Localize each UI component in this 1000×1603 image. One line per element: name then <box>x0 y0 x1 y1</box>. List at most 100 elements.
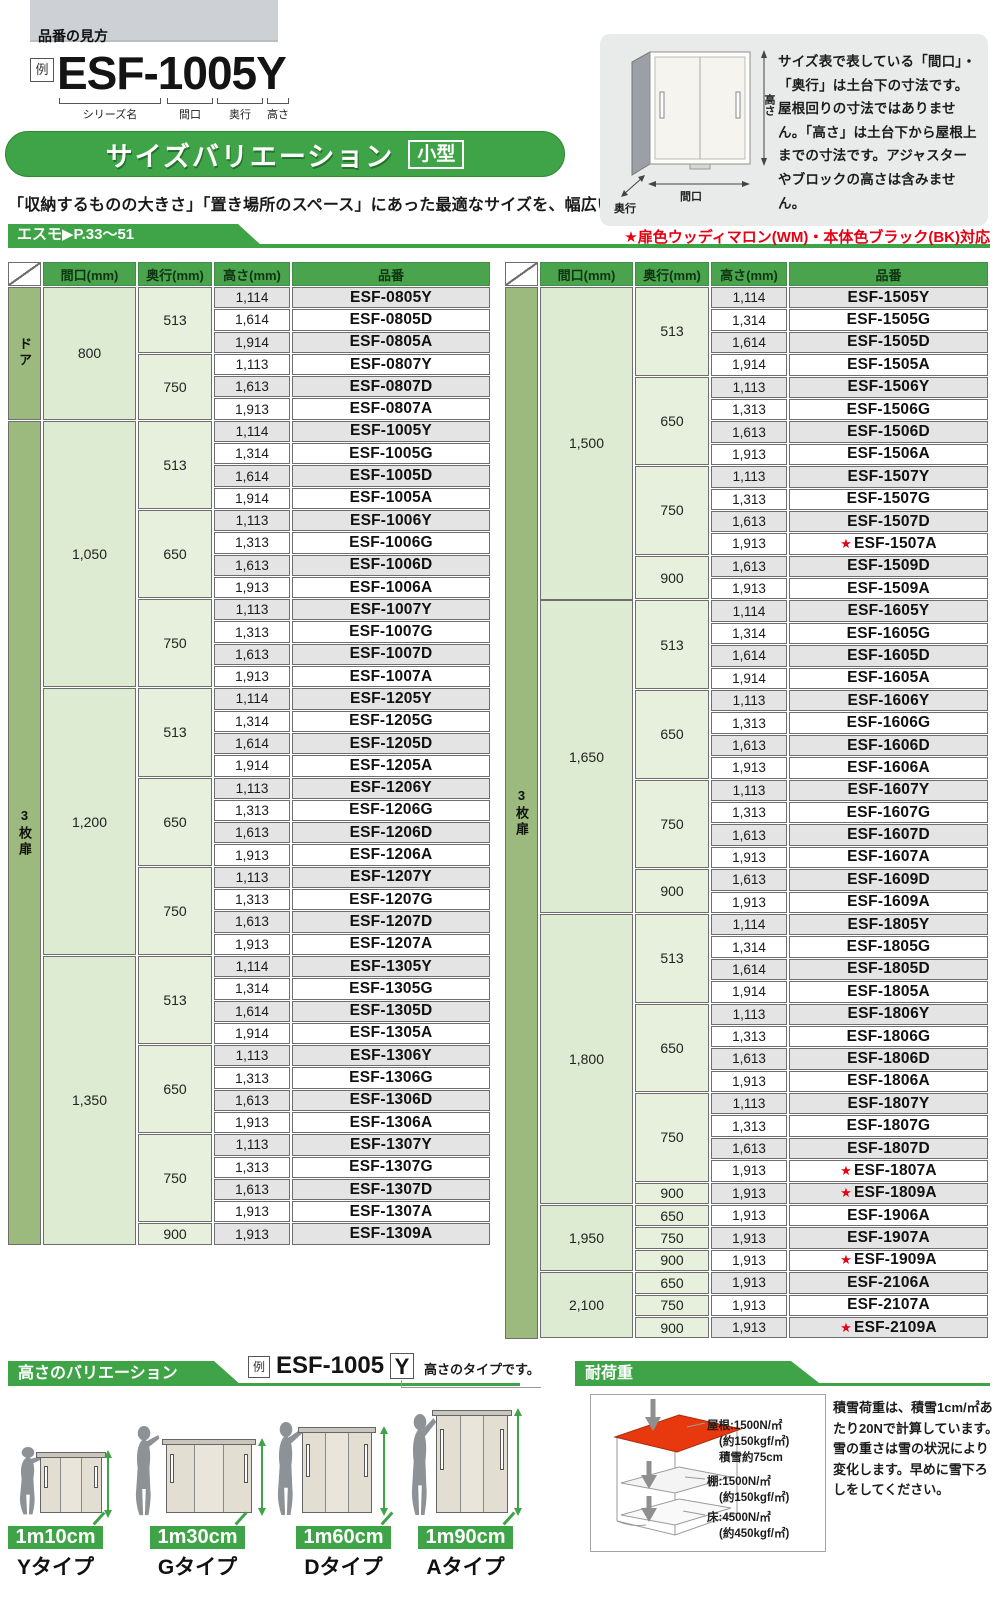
height-arrow-icon <box>380 1426 388 1516</box>
table-row: 1,614 ESF-1505D <box>711 331 988 354</box>
group-column: 1,500 513 1,114 ESF-1505Y 1,314 ESF-1505G 1,61… <box>540 287 988 1339</box>
width-group: 2,100 650 1,913 ESF-2106A 750 1,913 ESF-2107A 9… <box>540 1272 988 1339</box>
depth-block: 650 1,113 ESF-1306Y 1,313 ESF-1306G 1,613 ESF-… <box>138 1045 490 1134</box>
row-column: 1,913 ★ ESF-1909A <box>711 1249 988 1272</box>
shed-drawing-icon <box>621 50 767 197</box>
table-row: 1,314 ESF-1305G <box>214 978 490 1000</box>
height-cell: 1,913 <box>711 757 787 779</box>
depth-column: 650 1,913 ESF-2106A 750 1,913 ESF-2107A 900 1,9… <box>635 1272 988 1339</box>
example-product-code: ESF-1005Y <box>57 47 287 99</box>
height-part-label: 高さ <box>267 109 289 121</box>
height-cell: 1,114 <box>214 287 290 309</box>
product-code-cell: ESF-1005G <box>292 443 490 465</box>
product-code-cell: ESF-1906A <box>789 1205 988 1227</box>
table-row: 1,113 ESF-1606Y <box>711 690 988 712</box>
table-row: 1,314 ESF-1805G <box>711 936 988 958</box>
product-code-cell: ESF-1805G <box>789 936 988 958</box>
product-code-cell: ESF-1007A <box>292 666 490 688</box>
height-variation-underline <box>8 1383 520 1386</box>
shed-g-type <box>162 1439 256 1513</box>
table-row: 1,113 ESF-1206Y <box>214 777 490 799</box>
product-code-cell: ESF-1606D <box>789 734 988 757</box>
height-cell: 1,613 <box>214 911 290 933</box>
depth-column: 650 1,913 ESF-1906A 750 1,913 ESF-1907A 900 1,9… <box>635 1205 988 1272</box>
table-row: 1,614 ESF-1005D <box>214 465 490 487</box>
product-code-cell: ESF-1306G <box>292 1067 490 1089</box>
depth-cell: 513 <box>138 955 212 1045</box>
snow-load-note: 積雪荷重は、積雪1cm/㎡あたり20Nで計算しています。雪の重さは雪の状況により… <box>833 1400 999 1497</box>
depth-cell: 900 <box>138 1223 212 1245</box>
table-row: 1,113 ESF-1806Y <box>711 1003 988 1025</box>
table-row: 1,313 ESF-1007G <box>214 621 490 643</box>
product-code-cell: ESF-2107A <box>789 1294 988 1316</box>
width-cell: 2,100 <box>540 1272 633 1339</box>
table-row: 1,113 ESF-1306Y <box>214 1045 490 1067</box>
product-code-cell: ESF-1806G <box>789 1025 988 1048</box>
height-cell: 1,913 <box>214 1201 290 1223</box>
product-code-cell: ESF-1807G <box>789 1115 988 1137</box>
table-row: 1,114 ESF-1205Y <box>214 688 490 710</box>
row-column: 1,913 ESF-2106A <box>711 1272 988 1294</box>
size-table-small-right: 間口(mm) 奥行(mm) 高さ(mm) 品番 3枚扉 1,500 513 1,114 ESF-… <box>505 262 988 1340</box>
height-cell: 1,314 <box>214 443 290 465</box>
height-tag-d: 1m60cm <box>296 1526 391 1549</box>
dimension-note-text: サイズ表で表している「間口」・「奥行」は土台下の寸法です。屋根回りの寸法ではあり… <box>778 54 977 211</box>
row-column: 1,113 ESF-0807Y 1,613 ESF-0807D 1,913 ESF-080… <box>214 353 490 421</box>
height-cell: 1,913 <box>711 443 787 466</box>
width-cell: 1,350 <box>43 955 136 1245</box>
height-cell: 1,613 <box>711 510 787 533</box>
height-cell: 1,313 <box>214 889 290 911</box>
floor-load-label: 床:4500N/㎡ <box>707 1512 771 1524</box>
table-row: 1,314 ESF-1205G <box>214 710 490 732</box>
table-row: 1,313 ESF-1606G <box>711 712 988 734</box>
table-row: 1,913 ESF-1509A <box>711 578 988 600</box>
table-row: 1,313 ESF-1006G <box>214 532 490 554</box>
depth-column: 513 1,114 ESF-1805Y 1,314 ESF-1805G 1,614 ESF-… <box>635 913 988 1205</box>
height-cell: 1,113 <box>711 1093 787 1115</box>
product-code-cell: ESF-1505Y <box>789 287 988 309</box>
column-header: 間口(mm) <box>43 262 136 286</box>
height-cell: 1,113 <box>214 599 290 621</box>
product-code-cell: ESF-0807D <box>292 376 490 398</box>
table-row: 1,313 ESF-1507G <box>711 488 988 510</box>
door-type-label: 3枚扉 <box>505 287 538 1339</box>
roof-load-label: 屋根:1500N/㎡ <box>707 1420 783 1432</box>
depth-cell: 513 <box>138 287 212 353</box>
table-row: 1,913 ★ ESF-1507A <box>711 533 988 555</box>
table-row: 1,914 ESF-1205A <box>214 755 490 777</box>
table-row: 1,913 ★ ESF-1807A <box>711 1160 988 1182</box>
table-row: 1,313 ESF-1306G <box>214 1067 490 1089</box>
product-code-cell: ESF-1506G <box>789 398 988 421</box>
height-cell: 1,913 <box>214 844 290 866</box>
roof-load-sub: (約150kgf/㎡) <box>719 1436 790 1448</box>
height-cell: 1,113 <box>711 1003 787 1025</box>
table-row: 1,913 ESF-1006A <box>214 576 490 599</box>
row-column: 1,913 ★ ESF-2109A <box>711 1316 988 1339</box>
product-code-cell: ESF-1807D <box>789 1137 988 1160</box>
height-cell: 1,313 <box>711 488 787 510</box>
table-row: 1,913 ESF-0807A <box>214 398 490 420</box>
width-dim-label: 間口 <box>680 191 702 203</box>
height-arrow-icon <box>104 1450 112 1518</box>
product-code-cell: ESF-1907A <box>789 1227 988 1249</box>
row-column: 1,113 ESF-1607Y 1,313 ESF-1607G 1,613 ESF-160… <box>711 779 988 870</box>
product-code-cell: ESF-1607A <box>789 846 988 869</box>
width-group: 1,050 513 1,114 ESF-1005Y 1,314 ESF-1005G 1,61… <box>43 420 490 689</box>
height-variation-banner: 高さのバリエーション <box>8 1361 242 1386</box>
series-part-label: シリーズ名 <box>82 109 138 121</box>
table-row: 1,913 ESF-1306A <box>214 1111 490 1134</box>
product-code-cell: ESF-1505G <box>789 309 988 331</box>
height-cell: 1,913 <box>711 1272 787 1294</box>
product-code-cell: ESF-0805A <box>292 331 490 353</box>
product-code-cell: ESF-1207A <box>292 933 490 955</box>
height-type-d: Dタイプ <box>304 1556 383 1579</box>
height-cell: 1,913 <box>711 1205 787 1227</box>
table-header-row: 間口(mm) 奥行(mm) 高さ(mm) 品番 <box>8 262 490 286</box>
depth-cell: 650 <box>635 376 709 466</box>
row-column: 1,114 ESF-0805Y 1,614 ESF-0805D 1,914 ESF-080… <box>214 287 490 354</box>
product-code-cell: ESF-1507Y <box>789 466 988 488</box>
table-row: 1,113 ESF-1006Y <box>214 509 490 532</box>
table-row: 1,913 ESF-2107A <box>711 1294 988 1316</box>
depth-cell: 750 <box>635 466 709 555</box>
depth-cell: 900 <box>635 869 709 913</box>
